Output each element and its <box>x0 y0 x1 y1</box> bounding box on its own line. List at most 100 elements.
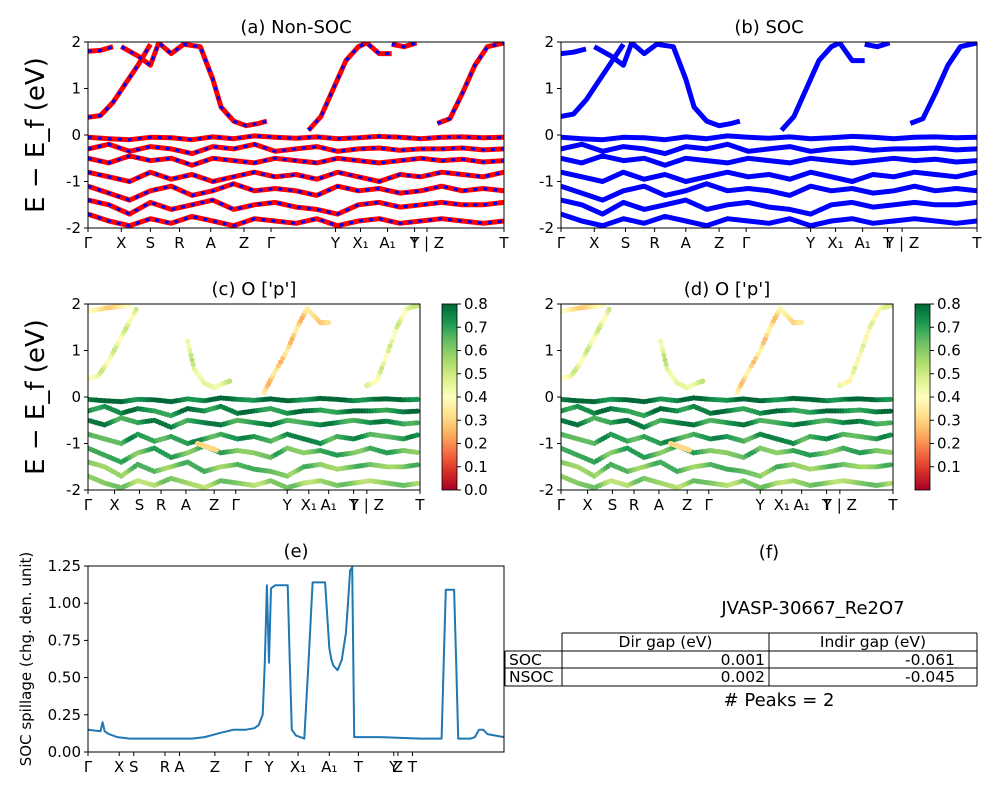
x-tick-label: Y <box>282 496 293 514</box>
data-point <box>289 336 295 342</box>
y-tick-label: -2 <box>539 481 554 499</box>
data-point <box>280 355 286 361</box>
x-tick-label: Z <box>210 758 220 776</box>
x-tick-label: Γ <box>557 234 566 252</box>
x-tick-label: Z <box>239 234 249 252</box>
band-line <box>593 42 741 129</box>
data-point <box>414 462 420 468</box>
colorbar-tick-label: 0.1 <box>937 458 961 476</box>
x-tick-label: X <box>109 496 119 514</box>
data-point <box>850 369 856 375</box>
colorbar-tick-label: 0.5 <box>937 365 961 383</box>
colorbar-tick-label: 0.3 <box>464 411 488 429</box>
y-tick-label: 0.50 <box>48 669 81 687</box>
x-tick-label: Y <box>263 758 274 776</box>
x-tick-label: Y | Z <box>349 496 384 514</box>
x-tick-label: X <box>589 234 599 252</box>
colorbar-tick-label: 0.8 <box>464 295 488 313</box>
data-point <box>663 361 669 367</box>
data-point <box>414 480 420 486</box>
data-point <box>855 356 861 362</box>
axes-frame <box>560 303 894 491</box>
data-point <box>887 396 893 402</box>
y-tick-label: 1.25 <box>48 557 81 575</box>
colorbar <box>441 303 458 491</box>
data-point <box>379 365 385 371</box>
data-point <box>658 338 664 344</box>
data-point <box>887 480 893 486</box>
x-tick-label: T <box>353 758 364 776</box>
x-tick-label: A₁ <box>379 234 395 252</box>
table-cell: -0.045 <box>905 668 955 686</box>
band-line <box>561 169 977 184</box>
colorbar-tick-label: 0.4 <box>464 388 488 406</box>
x-tick-label: S <box>146 234 156 252</box>
y-tick-label: 2 <box>71 295 81 313</box>
data-point <box>661 352 667 358</box>
data-point <box>275 363 281 369</box>
band-line-dashed <box>391 42 418 49</box>
data-point <box>764 332 770 338</box>
band-line-dashed <box>88 198 504 216</box>
data-point <box>375 373 382 380</box>
data-point <box>190 361 196 367</box>
band-line <box>561 181 977 203</box>
plot-area-d <box>561 304 893 490</box>
data-point <box>748 363 754 369</box>
y-tick-label: 0.00 <box>48 743 81 761</box>
x-tick-label: X₁ <box>301 496 317 514</box>
table-cell: -0.061 <box>905 651 955 669</box>
x-tick-label: A₁ <box>321 496 337 514</box>
plot-area-c <box>88 304 420 490</box>
data-point <box>186 343 192 349</box>
x-tick-label: Γ <box>84 234 93 252</box>
band-line <box>561 133 977 143</box>
y-tick-label: 0.25 <box>48 706 81 724</box>
colorbar-tick-label: 0.2 <box>464 435 488 453</box>
data-point <box>863 334 870 340</box>
x-tick-label: X₁ <box>774 496 790 514</box>
band-line <box>864 42 891 50</box>
x-tick-label: Y <box>805 234 816 252</box>
x-tick-label: Y <box>388 758 399 776</box>
y-tick-label: 2 <box>71 33 81 51</box>
band-line <box>561 46 587 57</box>
x-tick-label: A <box>181 496 192 514</box>
y-axis-label: SOC spillage (chg. den. unit) <box>17 552 35 767</box>
band-line-dashed <box>88 170 504 184</box>
y-tick-label: -2 <box>66 219 81 237</box>
data-point <box>382 356 388 362</box>
y-tick-label: -1 <box>539 435 554 453</box>
data-point <box>659 343 665 349</box>
data-point <box>887 420 893 426</box>
data-point <box>384 352 390 358</box>
y-tick-label: 1.00 <box>48 594 81 612</box>
y-tick-label: 2 <box>544 295 554 313</box>
x-tick-label: Γ <box>742 234 751 252</box>
band-line-dashed <box>88 154 504 167</box>
data-point <box>888 304 893 309</box>
data-point <box>762 336 768 342</box>
band-line <box>561 42 626 119</box>
data-point <box>189 357 195 363</box>
colorbar-tick-label: 0.2 <box>937 435 961 453</box>
data-point <box>278 359 284 365</box>
band-line-dashed <box>120 42 268 128</box>
x-tick-label: Γ <box>557 496 566 514</box>
table-header: Indir gap (eV) <box>820 633 926 651</box>
data-point <box>326 320 332 326</box>
y-tick-label: 1 <box>71 80 81 98</box>
data-point <box>858 347 865 354</box>
data-point <box>133 306 139 312</box>
data-point <box>414 432 420 438</box>
x-tick-label: T <box>498 234 509 252</box>
band-line <box>88 133 504 143</box>
y-tick-label: 1 <box>71 342 81 360</box>
y-tick-label: -1 <box>66 435 81 453</box>
band-line <box>561 197 977 217</box>
x-tick-label: X <box>114 758 124 776</box>
data-point <box>865 329 871 335</box>
data-point <box>415 304 420 309</box>
data-point <box>751 359 757 365</box>
colorbar-tick-label: 0.7 <box>937 318 961 336</box>
